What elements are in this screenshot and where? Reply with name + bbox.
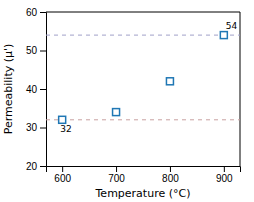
marks: [46, 32, 240, 124]
y-axis: 20 30 40 50 60: [26, 7, 47, 172]
x-tick: 700: [108, 166, 125, 184]
x-tick: 900: [216, 166, 233, 184]
y-tick-mark: [40, 128, 46, 129]
y-tick: 50: [26, 45, 46, 56]
point: [113, 109, 120, 116]
y-tick: 20: [26, 161, 46, 172]
x-tick-label: 600: [54, 173, 71, 184]
y-tick-mark: [40, 89, 46, 90]
x-tick-mark: [224, 166, 225, 172]
annotation: 54: [226, 21, 238, 31]
y-tick: 40: [26, 84, 46, 95]
y-tick: 60: [26, 7, 46, 18]
x-tick-mark: [62, 166, 63, 172]
y-tick-mark: [40, 166, 46, 167]
chart: 600 700 800 900 20 30 40 50 60 32 54 Temperature (°…: [0, 0, 254, 202]
y-tick-label: 20: [26, 161, 38, 172]
x-axis: 600 700 800 900: [47, 166, 241, 184]
x-axis-line: [47, 167, 241, 173]
x-tick-label: 900: [216, 173, 233, 184]
y-tick-mark: [40, 12, 46, 13]
y-tick: 30: [26, 122, 46, 133]
y-tick-label: 30: [26, 122, 38, 133]
y-tick-label: 40: [26, 84, 38, 95]
y-axis-title: Permeability (μ'): [2, 44, 15, 135]
frame-top: [46, 12, 240, 13]
x-tick-mark: [170, 166, 171, 172]
y-tick-label: 60: [26, 7, 38, 18]
annotation: 32: [60, 124, 71, 134]
x-axis-title: Temperature (°C): [95, 187, 191, 200]
plot-area: 600 700 800 900 20 30 40 50 60 32 54: [26, 7, 241, 184]
reference-line: [46, 35, 240, 36]
x-tick-label: 800: [162, 173, 179, 184]
point: [59, 116, 66, 123]
x-tick-mark: [116, 166, 117, 172]
x-tick-label: 700: [108, 173, 125, 184]
x-tick: 600: [54, 166, 71, 184]
point: [166, 78, 173, 85]
y-tick-mark: [40, 51, 46, 52]
reference-line: [46, 119, 240, 120]
x-tick: 800: [162, 166, 179, 184]
point: [220, 32, 227, 39]
y-axis-line: [40, 13, 47, 167]
y-tick-label: 50: [26, 45, 38, 56]
